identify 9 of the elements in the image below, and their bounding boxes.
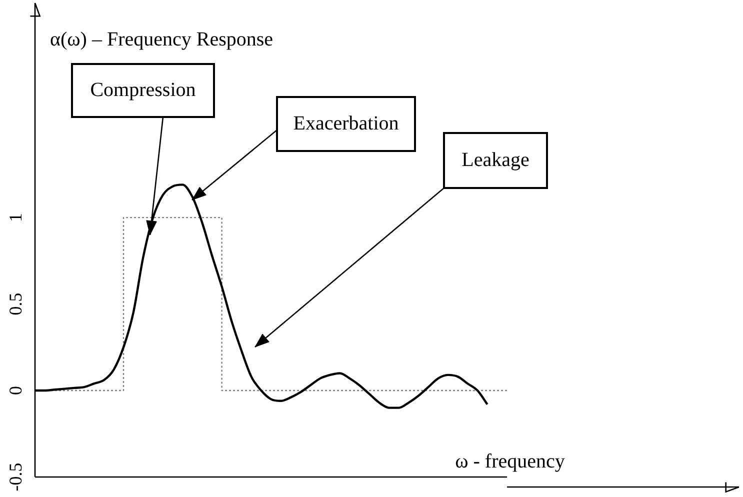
y-tick-label: 0: [6, 386, 26, 396]
y-tick-label: -0.5: [6, 462, 26, 492]
annotation: Leakage: [462, 148, 530, 171]
x-axis-title: ω - frequency: [455, 450, 565, 472]
y-axis-title: α(ω) – Frequency Response: [50, 28, 274, 50]
y-tick-label: 1: [6, 213, 26, 222]
annotation: Exacerbation: [293, 112, 399, 134]
annotation: Compression: [90, 78, 196, 101]
y-tick-label: 0.5: [6, 292, 26, 316]
